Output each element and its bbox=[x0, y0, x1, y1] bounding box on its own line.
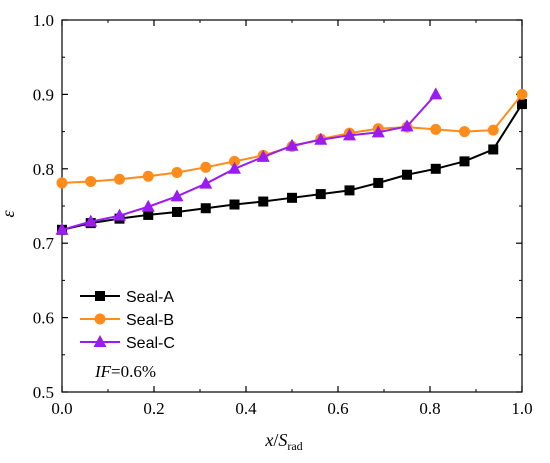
data-point bbox=[344, 185, 355, 196]
data-point bbox=[85, 175, 97, 187]
x-tick-label: 0.0 bbox=[51, 399, 72, 418]
y-tick-label: 0.5 bbox=[33, 383, 54, 402]
y-tick-label: 0.7 bbox=[33, 234, 55, 253]
x-tick-label: 0.4 bbox=[235, 399, 257, 418]
legend-label: Seal-A bbox=[126, 289, 174, 306]
data-point bbox=[430, 163, 441, 174]
y-tick-label: 0.6 bbox=[33, 309, 54, 328]
data-point bbox=[142, 170, 154, 182]
data-point bbox=[430, 123, 442, 135]
data-point bbox=[400, 119, 414, 132]
data-point bbox=[56, 177, 68, 189]
data-point bbox=[315, 189, 326, 200]
legend: Seal-A Seal-B Seal-C bbox=[80, 289, 175, 352]
data-point bbox=[199, 176, 213, 189]
x-tick-label: 0.8 bbox=[419, 399, 440, 418]
data-point bbox=[200, 161, 212, 173]
data-point bbox=[487, 124, 499, 136]
series-group bbox=[55, 87, 528, 235]
data-point bbox=[171, 167, 183, 179]
data-point bbox=[141, 199, 155, 212]
series-seal-b bbox=[56, 88, 528, 189]
x-tick-label: 1.0 bbox=[511, 399, 532, 418]
x-axis-label: x/Srad bbox=[264, 430, 302, 453]
y-tick-label: 0.8 bbox=[33, 160, 54, 179]
data-point bbox=[170, 189, 184, 202]
data-point bbox=[459, 126, 470, 138]
data-point bbox=[55, 222, 69, 235]
legend-marker bbox=[93, 335, 107, 347]
series-line bbox=[61, 103, 523, 231]
data-point bbox=[143, 209, 154, 220]
series-seal-a bbox=[57, 99, 527, 235]
legend-label: Seal-B bbox=[126, 312, 174, 329]
data-point bbox=[228, 161, 241, 174]
x-tick-label: 0.2 bbox=[143, 399, 164, 418]
data-point bbox=[314, 132, 328, 145]
x-tick-label: 0.6 bbox=[327, 399, 348, 418]
annotation-if: IF=0.6% bbox=[94, 362, 156, 381]
y-tick-label: 0.9 bbox=[33, 85, 54, 104]
data-point bbox=[371, 125, 385, 138]
data-point bbox=[287, 192, 297, 203]
data-point bbox=[84, 214, 98, 227]
axes: 0.0 0.2 0.4 0.6 0.8 1.0 0.5 0.6 0.7 0.8 0.9 1.0 bbox=[33, 11, 533, 418]
y-tick-label: 1.0 bbox=[33, 11, 54, 30]
data-point bbox=[200, 203, 211, 214]
y-axis-label: ε bbox=[0, 210, 18, 218]
legend-item: Seal-C bbox=[80, 335, 175, 352]
data-point bbox=[229, 155, 240, 167]
data-point bbox=[229, 199, 240, 210]
data-point bbox=[285, 138, 299, 151]
data-point bbox=[256, 149, 270, 162]
legend-marker bbox=[95, 291, 105, 301]
data-point bbox=[343, 128, 356, 141]
legend-item: Seal-A bbox=[80, 289, 174, 306]
data-point bbox=[429, 87, 443, 100]
data-point bbox=[172, 206, 182, 217]
data-point bbox=[517, 99, 527, 110]
data-point bbox=[113, 208, 126, 221]
series-seal-c bbox=[55, 87, 443, 235]
data-point bbox=[258, 196, 269, 207]
data-point bbox=[373, 177, 384, 188]
legend-item: Seal-B bbox=[80, 312, 174, 329]
data-point bbox=[488, 144, 499, 155]
legend-label: Seal-C bbox=[126, 335, 175, 352]
data-point bbox=[459, 156, 470, 167]
data-point bbox=[516, 88, 528, 100]
legend-marker bbox=[94, 313, 106, 325]
data-point bbox=[402, 169, 412, 180]
data-point bbox=[114, 173, 125, 185]
series-line bbox=[61, 93, 437, 231]
series-line bbox=[61, 93, 523, 184]
